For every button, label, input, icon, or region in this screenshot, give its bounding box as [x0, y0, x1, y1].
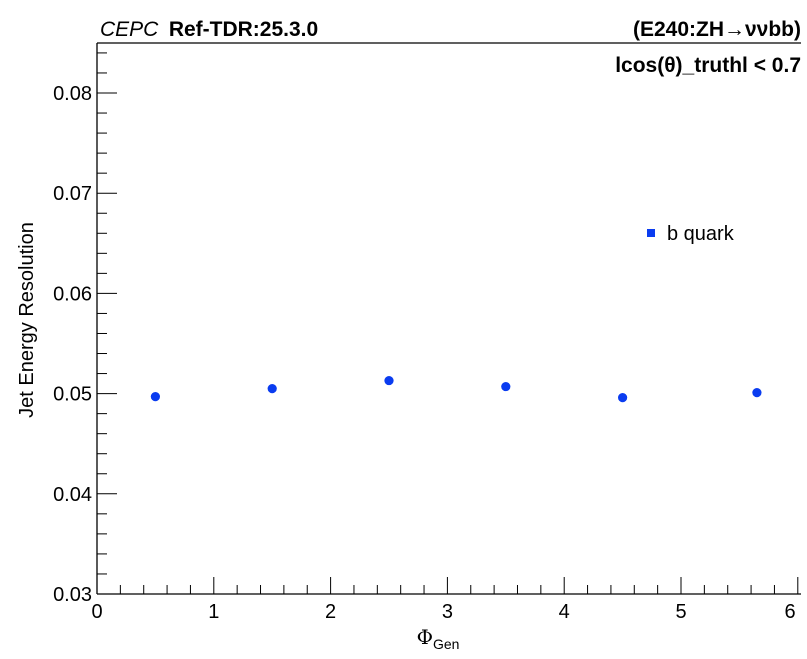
y-tick-label: 0.04 — [53, 484, 92, 506]
x-axis-label-symbol: Φ — [417, 625, 433, 649]
legend-marker — [647, 229, 655, 237]
y-axis-ticks: 0.03 0.04 0.05 0.06 0.07 0.08 — [53, 52, 117, 606]
y-tick-label: 0.05 — [53, 384, 92, 406]
title-experiment: CEPC — [100, 18, 159, 41]
data-point — [752, 387, 762, 398]
x-tick-label: 1 — [208, 601, 219, 623]
x-tick-label: 0 — [91, 601, 102, 623]
y-tick-label: 0.07 — [53, 183, 92, 205]
series-b-quark — [150, 375, 762, 403]
data-point — [150, 392, 160, 402]
y-tick-label: 0.08 — [53, 83, 92, 105]
x-tick-label: 3 — [442, 601, 453, 623]
plot-frame — [96, 42, 801, 595]
data-point — [384, 375, 394, 386]
data-point — [618, 393, 628, 403]
data-point — [501, 381, 511, 392]
x-tick-label: 4 — [559, 601, 570, 623]
y-tick-label: 0.06 — [53, 283, 92, 305]
data-point — [267, 383, 277, 394]
chart-title: CEPC Ref-TDR:25.3.0 — [100, 18, 318, 41]
legend: b quark — [647, 223, 735, 245]
x-axis-label: ΦGen — [417, 625, 460, 652]
cut-label: lcos(θ)_truthl < 0.7 — [615, 54, 801, 77]
x-tick-label: 2 — [325, 601, 336, 623]
y-tick-label: 0.03 — [53, 584, 92, 606]
process-label: (E240:ZH→ννbb) — [633, 18, 801, 41]
y-axis-label: Jet Energy Resolution — [16, 222, 38, 418]
title-version: Ref-TDR:25.3.0 — [169, 18, 318, 41]
x-axis-label-subscript: Gen — [433, 636, 459, 652]
x-tick-label: 6 — [784, 601, 795, 623]
x-tick-label: 5 — [675, 601, 686, 623]
legend-label: b quark — [667, 223, 735, 245]
x-axis-ticks: 0 1 2 3 4 5 6 — [91, 577, 799, 623]
